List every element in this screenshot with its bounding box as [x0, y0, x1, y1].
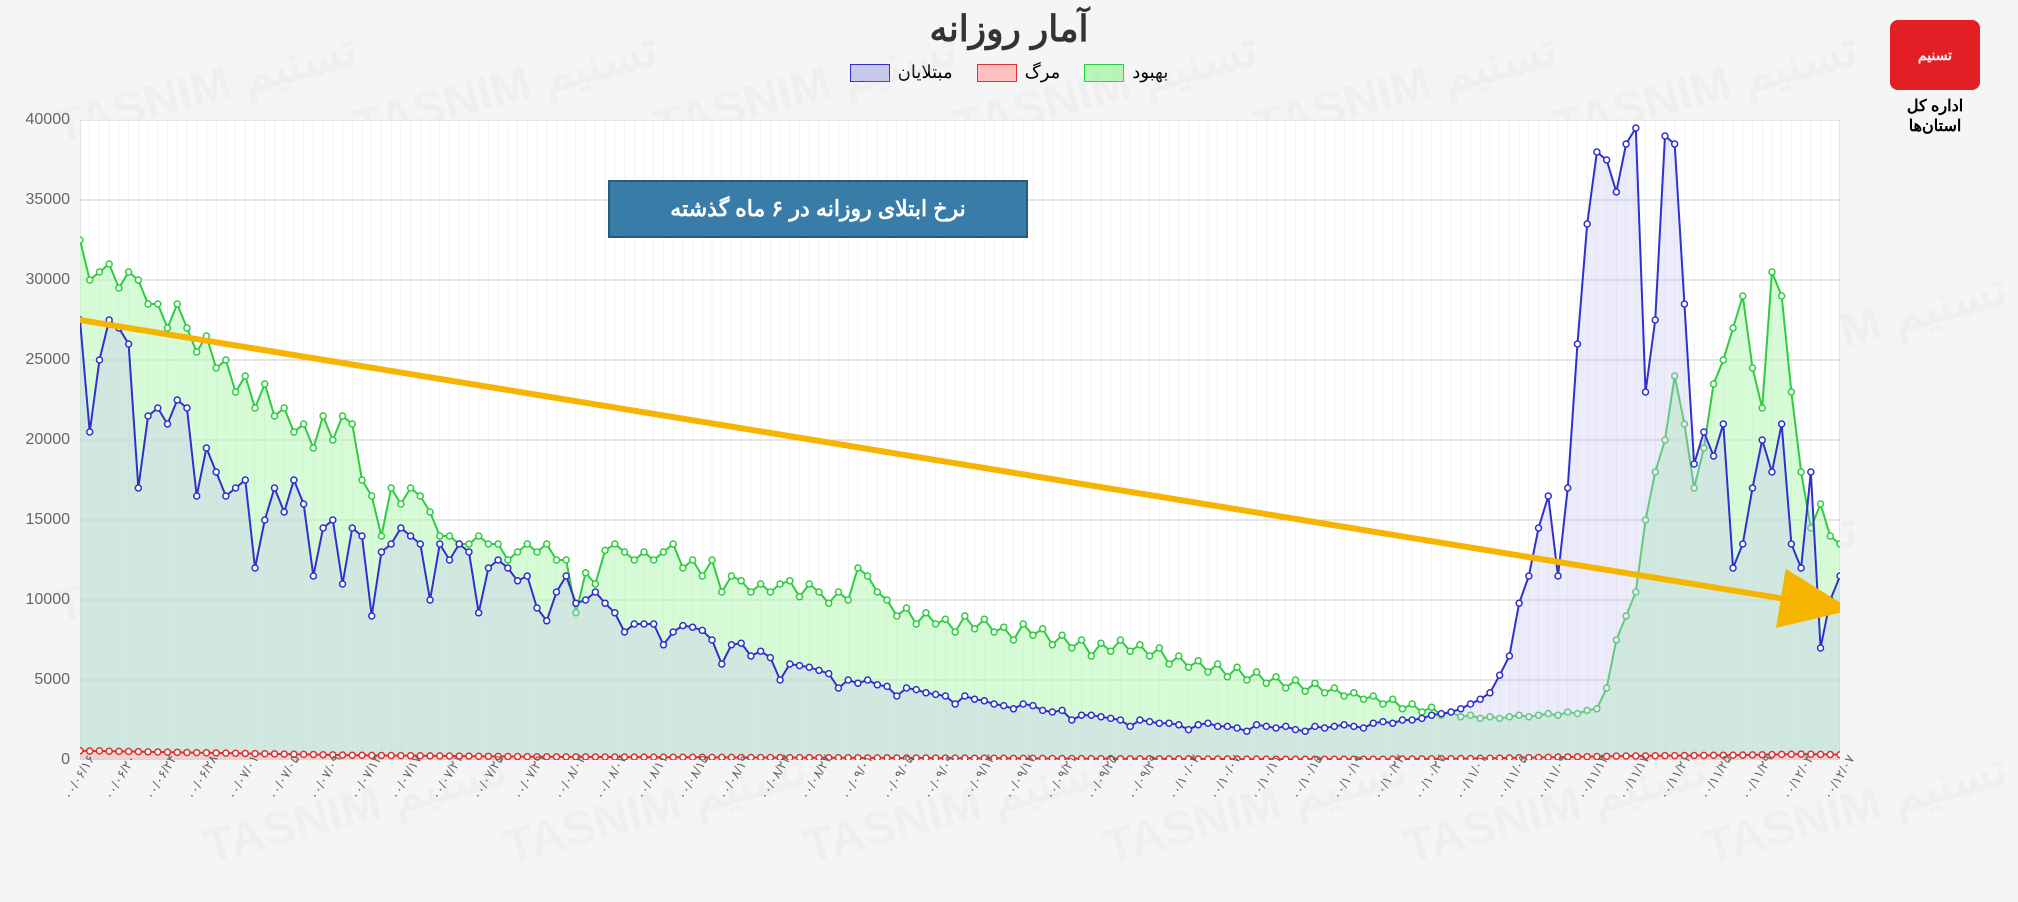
x-tick-label: ۰۰/۰۹/۱۷	[1001, 752, 1039, 803]
chart-title: آمار روزانه	[0, 0, 2018, 50]
x-tick-label: ۰۰/۱۱/۱۳	[1574, 752, 1612, 803]
tasnim-logo: تسنیم	[1890, 20, 1980, 90]
legend-item-deaths: مرگ	[977, 62, 1061, 83]
legend-item-recovered: بهبود	[1084, 62, 1168, 83]
x-tick-label: ۰۰/۰۷/۰۵	[265, 752, 303, 803]
x-tick-label: ۰۰/۰۸/۱۹	[715, 752, 753, 803]
x-tick-label: ۰۰/۱۰/۰۳	[1165, 752, 1203, 803]
y-tick-label: 10000	[26, 591, 71, 609]
x-tick-label: ۰۰/۱۰/۲۳	[1370, 752, 1408, 803]
x-tick-label: ۰۰/۰۸/۰۳	[551, 752, 589, 803]
page-container: تسنیم TASNIMتسنیم TASNIMتسنیم TASNIMتسنی…	[0, 0, 2018, 902]
callout-text: نرخ ابتلای روزانه در ۶ ماه گذشته	[670, 196, 965, 221]
x-tick-label: ۰۰/۰۸/۱۵	[674, 752, 712, 803]
x-tick-label: ۰۰/۱۱/۰۹	[1533, 752, 1571, 803]
y-tick-label: 40000	[26, 111, 71, 129]
x-tick-label: ۰۰/۰۷/۰۹	[306, 752, 344, 803]
x-tick-label: ۰۰/۰۹/۰۱	[838, 752, 876, 803]
x-tick-label: ۰۰/۱۰/۱۱	[1247, 752, 1285, 803]
x-tick-label: ۰۰/۱۱/۲۱	[1656, 752, 1694, 803]
x-tick-label: ۰۰/۰۶/۲۰	[101, 752, 139, 803]
legend: بهبود مرگ مبتلایان	[0, 62, 2018, 83]
x-tick-label: ۰۰/۰۷/۲۵	[469, 752, 507, 803]
x-tick-label: ۰۰/۰۷/۱۷	[387, 752, 425, 803]
y-tick-label: 20000	[26, 431, 71, 449]
legend-label-deaths: مرگ	[1025, 62, 1061, 83]
x-tick-label: ۰۰/۰۶/۲۸	[183, 752, 221, 803]
x-tick-label: ۰۰/۱۰/۱۵	[1288, 752, 1326, 803]
x-tick-label: ۰۰/۱۱/۰۵	[1493, 752, 1531, 803]
x-axis-labels: ۰۰/۰۶/۱۶۰۰/۰۶/۲۰۰۰/۰۶/۲۴۰۰/۰۶/۲۸۰۰/۰۷/۰۱…	[80, 760, 1840, 840]
x-tick-label: ۰۰/۰۹/۲۹	[1124, 752, 1162, 803]
y-tick-label: 0	[61, 751, 70, 769]
x-tick-label: ۰۰/۰۸/۰۷	[592, 752, 630, 803]
x-tick-label: ۰۰/۰۸/۱۱	[633, 752, 671, 803]
legend-label-recovered: بهبود	[1132, 62, 1168, 83]
x-tick-label: ۰۰/۱۰/۱۹	[1329, 752, 1367, 803]
chart-area: 0500010000150002000025000300003500040000…	[80, 120, 1840, 760]
logo-text: تسنیم	[1918, 47, 1952, 64]
x-tick-label: ۰۰/۱۱/۲۵	[1697, 752, 1735, 803]
y-tick-label: 30000	[26, 271, 71, 289]
x-tick-label: ۰۰/۰۷/۰۱	[224, 752, 262, 803]
x-tick-label: ۰۰/۰۸/۲۳	[756, 752, 794, 803]
x-tick-label: ۰۰/۰۷/۲۱	[428, 752, 466, 803]
x-tick-label: ۰۰/۱۱/۱۷	[1615, 752, 1653, 803]
x-tick-label: ۰۰/۱۲/۰۷	[1820, 752, 1858, 803]
x-tick-label: ۰۰/۰۶/۲۴	[142, 752, 180, 803]
y-axis-labels: 0500010000150002000025000300003500040000	[10, 120, 70, 760]
x-tick-label: ۰۰/۰۸/۲۷	[797, 752, 835, 803]
x-tick-label: ۰۰/۰۹/۲۵	[1083, 752, 1121, 803]
x-tick-label: ۰۰/۱۲/۰۳	[1779, 752, 1817, 803]
y-tick-label: 25000	[26, 351, 71, 369]
y-tick-label: 5000	[34, 671, 70, 689]
x-tick-label: ۰۰/۰۷/۱۳	[347, 752, 385, 803]
legend-swatch-cases	[850, 64, 890, 82]
x-tick-label: ۰۰/۱۰/۰۷	[1206, 752, 1244, 803]
x-tick-label: ۰۰/۱۰/۲۷	[1411, 752, 1449, 803]
x-tick-label: ۰۰/۰۹/۰۹	[920, 752, 958, 803]
callout-box: نرخ ابتلای روزانه در ۶ ماه گذشته	[608, 180, 1028, 238]
x-tick-label: ۰۰/۰۹/۰۵	[879, 752, 917, 803]
x-tick-label: ۰۰/۰۷/۲۹	[510, 752, 548, 803]
y-tick-label: 35000	[26, 191, 71, 209]
x-tick-label: ۰۰/۱۱/۰۱	[1452, 752, 1490, 803]
legend-swatch-recovered	[1084, 64, 1124, 82]
x-tick-label: ۰۰/۰۹/۱۳	[960, 752, 998, 803]
logo-subtitle: اداره کل استان‌ها	[1880, 96, 1990, 136]
x-tick-label: ۰۰/۰۹/۲۱	[1042, 752, 1080, 803]
x-tick-label: ۰۰/۱۱/۲۹	[1738, 752, 1776, 803]
y-tick-label: 15000	[26, 511, 71, 529]
legend-item-cases: مبتلایان	[850, 62, 953, 83]
logo-region: تسنیم اداره کل استان‌ها	[1880, 20, 1990, 136]
legend-label-cases: مبتلایان	[898, 62, 953, 83]
legend-swatch-deaths	[977, 64, 1017, 82]
